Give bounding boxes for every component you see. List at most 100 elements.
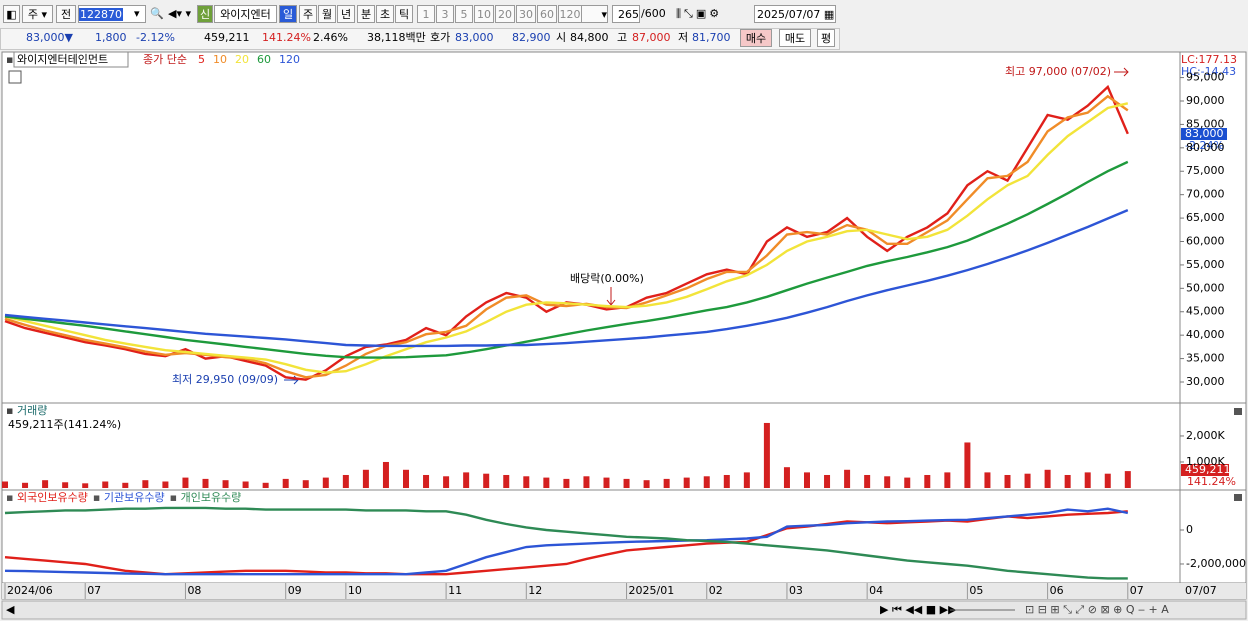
volume-bar <box>924 474 931 488</box>
scroll-right[interactable]: ▶ ⏮ ◀◀ ■ ▶▶ <box>880 603 957 616</box>
dropdown[interactable]: ▾ <box>134 7 140 20</box>
volume-ratio: 141.24% <box>262 31 311 44</box>
volume-bar <box>1024 473 1031 488</box>
interval-button[interactable]: 120 <box>558 5 582 23</box>
annotation: 최저 29,950 (09/09) <box>172 373 278 386</box>
interval-button[interactable]: 10 <box>474 5 494 23</box>
volume-bar <box>423 474 430 488</box>
high: 87,000 <box>632 31 671 44</box>
period-button[interactable]: 일 <box>279 5 297 23</box>
x-tick-label: 04 <box>869 584 883 597</box>
interval-button[interactable]: 3 <box>436 5 454 23</box>
title-box <box>13 51 129 68</box>
interval-button[interactable]: 1 <box>417 5 435 23</box>
y-tick-label: 0 <box>1186 523 1193 536</box>
volume-bar <box>864 474 871 488</box>
buy-button[interactable]: 매수 <box>740 29 772 47</box>
volume-bar <box>483 473 490 488</box>
x-tick-label: 10 <box>348 584 362 597</box>
low-label: 저 <box>678 31 689 44</box>
lc-label: LC:177.13 <box>1181 53 1237 66</box>
close-icon[interactable] <box>1234 494 1242 501</box>
scroll-left[interactable]: ◀ <box>6 603 15 616</box>
last-volume-box <box>1181 464 1229 476</box>
eval-button[interactable]: 평 <box>817 29 835 47</box>
amount: 38,118백만 <box>367 31 426 44</box>
period-button[interactable]: 초 <box>376 5 394 23</box>
table-icon[interactable] <box>8 70 22 84</box>
period-button[interactable]: 틱 <box>395 5 413 23</box>
open: 84,800 <box>570 31 609 44</box>
volume-bar <box>1064 474 1071 488</box>
volume-bar <box>603 477 610 488</box>
x-tick-label: 09 <box>288 584 302 597</box>
legend-item: 20 <box>235 53 249 66</box>
price: 83,000▼ <box>26 31 73 44</box>
volume-bar <box>703 476 710 488</box>
volume-bar <box>463 472 470 488</box>
x-tick-label: 08 <box>187 584 201 597</box>
volume-bar <box>964 442 971 488</box>
close-icon[interactable] <box>1234 408 1242 415</box>
x-axis-bg <box>2 583 1246 599</box>
interval-button[interactable]: 30 <box>516 5 536 23</box>
volume-bar <box>663 478 670 488</box>
prev-button[interactable]: 전 <box>56 5 76 23</box>
y-tick-label: 2,000K <box>1186 429 1225 442</box>
tools[interactable]: ⊡ ⊟ ⊞ ⤡ ⤢ ⊘ ⊠ ⊕ Q ‒ + A <box>1025 603 1169 616</box>
tool-icons[interactable]: ⫼⤡▣⚙ <box>676 7 723 20</box>
y-tick-label: 80,000 <box>1186 141 1225 154</box>
volume-bar <box>904 477 911 488</box>
interval-button[interactable]: 5 <box>455 5 473 23</box>
period-button[interactable]: 년 <box>337 5 355 23</box>
scrollbar[interactable] <box>1 600 1247 620</box>
count[interactable]: 265 <box>612 5 640 23</box>
change: 1,800 <box>95 31 127 44</box>
volume-bar <box>102 481 109 488</box>
x-tick-label: 2025/01 <box>629 584 675 597</box>
series-line <box>4 160 1129 359</box>
volume-bar <box>723 474 730 488</box>
legend: 5 10 20 60 120 <box>198 53 300 66</box>
period-button[interactable]: 월 <box>318 5 336 23</box>
series-line <box>4 208 1129 348</box>
sell-button[interactable]: 매도 <box>779 29 811 47</box>
sound-icon[interactable]: ◀▾ ▾ <box>168 7 191 20</box>
date-text: 2025/07/07 <box>757 8 821 21</box>
volume-bar <box>62 482 69 488</box>
volume-bar <box>824 474 831 488</box>
bid: 82,900 <box>512 31 551 44</box>
volume-bar <box>804 472 810 488</box>
volume-bar <box>763 422 770 488</box>
volume-bar <box>1104 473 1111 488</box>
search-icon[interactable]: 🔍 <box>150 7 164 20</box>
volume-bar <box>342 474 349 488</box>
x-tick-label: 06 <box>1050 584 1064 597</box>
volume-bar <box>683 477 690 488</box>
period-button[interactable]: 주 <box>299 5 317 23</box>
volume-bar <box>443 476 450 488</box>
interval-button[interactable]: 60 <box>537 5 557 23</box>
date[interactable]: 2025/07/07 ▦ <box>754 5 836 23</box>
volume-bar <box>1084 472 1091 488</box>
volume-bar <box>403 469 409 488</box>
y-tick-label: 30,000 <box>1186 375 1225 388</box>
interval-button[interactable]: 20 <box>495 5 515 23</box>
y-tick-label: 60,000 <box>1186 234 1225 247</box>
y-tick-label: 45,000 <box>1186 305 1225 318</box>
x-tick-label: 02 <box>709 584 723 597</box>
x-tick-label: 07 <box>1130 584 1144 597</box>
code-input[interactable]: 122870 <box>78 5 146 23</box>
legend-marker: ▪ <box>6 491 13 504</box>
volume-bar <box>623 478 630 488</box>
y-tick-label: 1,000K <box>1186 455 1225 468</box>
volume-bar <box>382 461 389 488</box>
market-select[interactable]: 주 ▾ <box>22 5 53 23</box>
y-tick-label: 70,000 <box>1186 188 1225 201</box>
y-tick-label: 50,000 <box>1186 281 1225 294</box>
menu-icon[interactable]: ◧ <box>3 5 20 23</box>
period-button[interactable]: 분 <box>357 5 375 23</box>
last-price: 83,000 <box>1185 127 1224 140</box>
